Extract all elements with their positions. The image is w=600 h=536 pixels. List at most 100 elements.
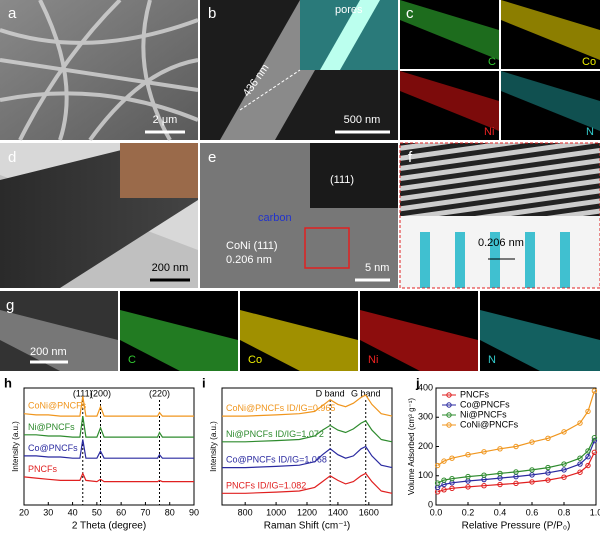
panel-e: e (111) carbon CoNi (111) 0.206 nm 5 nm (200, 143, 398, 288)
x-tick-label: 50 (92, 507, 102, 517)
x-tick-label: 1000 (266, 507, 286, 517)
map-label: Co (582, 56, 596, 68)
series-name: PNCFs (226, 481, 255, 491)
y-tick-label: 0 (428, 499, 433, 509)
y-axis-label: Volume Adsorbed (cm³ g⁻¹) (407, 398, 416, 495)
marker (529, 467, 535, 473)
marker (434, 462, 441, 469)
map-label: C (488, 56, 496, 68)
x-tick-label: 0.4 (494, 507, 507, 517)
curve-label: PNCFs (28, 464, 57, 474)
legend-label: Co@PNCFs (460, 399, 510, 409)
x-tick-label: 1400 (328, 507, 348, 517)
series-name: CoNi@PNCFs (226, 403, 285, 413)
marker (513, 480, 519, 487)
marker (529, 439, 535, 445)
scale-bar-label: 500 nm (344, 114, 381, 126)
ratio-label: ID/IG=1.072 (275, 429, 324, 439)
carbon-label: carbon (258, 212, 292, 224)
marker (465, 451, 471, 458)
curve-label: PNCFs ID/IG=1.082 (226, 481, 306, 491)
x-tick-label: 800 (238, 507, 253, 517)
curve-label: Ni@PNCFs ID/IG=1.072 (226, 429, 324, 439)
marker (585, 448, 591, 454)
annotation: G band (351, 388, 381, 398)
marker (481, 449, 487, 455)
marker (561, 474, 567, 480)
scale-bar-label: 200 nm (30, 346, 67, 358)
panel-a: a 2 μm (0, 0, 199, 142)
series-line (437, 452, 595, 493)
curve-label: Ni@PNCFs (28, 422, 75, 432)
x-tick-label: 70 (140, 507, 150, 517)
marker (561, 461, 567, 467)
panel-label: j (415, 375, 420, 390)
marker (545, 464, 551, 471)
y-tick-label: 400 (418, 382, 433, 392)
marker (577, 420, 583, 426)
marker (449, 455, 455, 461)
series-line (23, 396, 194, 417)
y-tick-label: 300 (418, 412, 433, 422)
marker (577, 461, 583, 467)
map-label: Co (248, 354, 262, 366)
series-name: CoNi@PNCFs (28, 401, 87, 411)
x-axis-label: Relative Pressure (P/P₀) (462, 521, 571, 532)
panel-label: f (408, 149, 413, 166)
series-line (437, 390, 595, 466)
x-axis-label: Raman Shift (cm⁻¹) (264, 521, 350, 532)
marker (585, 408, 591, 415)
legend-marker (446, 402, 452, 408)
marker (497, 446, 503, 452)
x-tick-label: 0.2 (462, 507, 475, 517)
marker (591, 388, 598, 394)
legend-marker (446, 412, 452, 418)
map-label: Ni (368, 354, 378, 366)
marker (497, 481, 503, 488)
legend-label: PNCFs (460, 389, 489, 399)
scale-bar-label: 2 μm (153, 114, 178, 126)
y-tick-label: 100 (418, 470, 433, 480)
panel-d: d 200 nm (0, 143, 198, 288)
x-tick-label: 0.0 (430, 507, 443, 517)
marker (441, 458, 447, 464)
series-name: Ni@PNCFs (28, 422, 75, 432)
curve-label: Co@PNCFs (28, 443, 78, 453)
marker (441, 477, 447, 483)
panel-label: c (406, 5, 414, 22)
marker (591, 435, 598, 441)
map-label: Ni (484, 126, 494, 138)
inset-label: pores (335, 4, 363, 16)
legend-marker (446, 422, 452, 428)
panel-label: b (208, 5, 216, 22)
series-line (222, 394, 393, 417)
scale-bar-label: 5 nm (365, 262, 389, 274)
x-tick-label: 1200 (297, 507, 317, 517)
ratio-label: ID/IG=1.068 (278, 455, 327, 465)
panel-label: g (6, 297, 14, 314)
x-tick-label: 90 (189, 507, 199, 517)
legend-label: CoNi@PNCFs (460, 419, 519, 429)
plane-label: CoNi (111) (226, 240, 278, 252)
y-tick-label: 200 (418, 441, 433, 451)
y-axis-label: Intensity (a.u.) (209, 421, 218, 472)
series-line (437, 440, 595, 488)
marker (481, 482, 487, 489)
series-name: Co@PNCFs (28, 443, 78, 453)
marker (513, 443, 519, 450)
marker (481, 472, 487, 478)
panel-f: f 0.206 nm (399, 142, 600, 289)
x-tick-label: 60 (116, 507, 126, 517)
x-tick-label: 40 (68, 507, 78, 517)
y-axis-label: Intensity (a.u.) (11, 421, 20, 472)
marker (529, 472, 535, 478)
marker (585, 462, 591, 469)
spacing-label: 0.206 nm (226, 254, 272, 266)
marker (497, 470, 503, 477)
marker (513, 469, 519, 475)
series-line (222, 445, 393, 469)
marker (561, 467, 567, 473)
annotation: (200) (90, 388, 111, 398)
x-tick-label: 30 (43, 507, 53, 517)
